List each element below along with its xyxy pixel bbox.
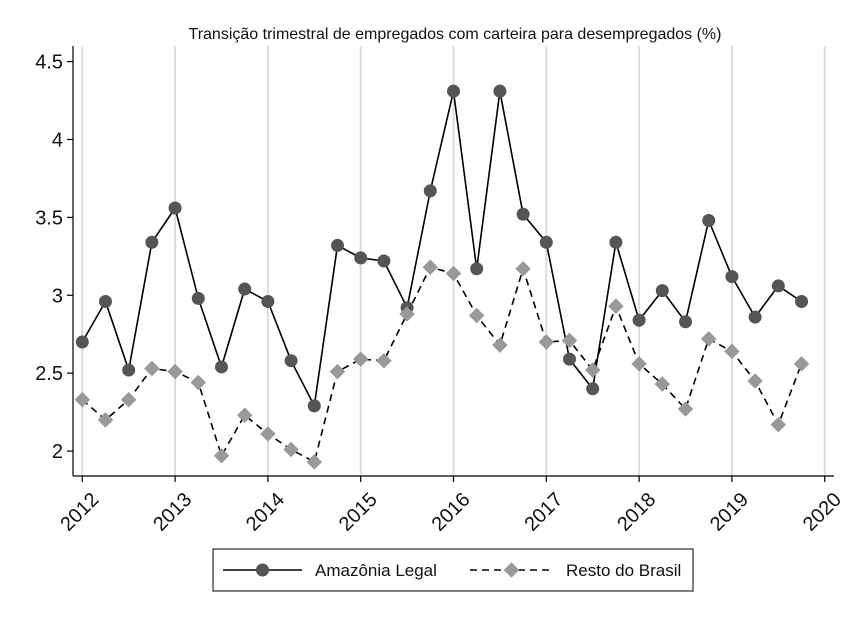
- data-point: [238, 282, 252, 296]
- series-amazonia-legal: [75, 84, 809, 413]
- data-point: [307, 399, 321, 413]
- data-point: [608, 298, 624, 315]
- series-layer: [74, 84, 810, 470]
- data-point: [422, 259, 439, 276]
- data-point: [75, 335, 89, 349]
- data-point: [145, 235, 159, 249]
- x-tick-label: 2013: [149, 489, 196, 536]
- data-point: [631, 355, 647, 372]
- data-point: [376, 352, 392, 369]
- data-point: [563, 352, 577, 366]
- x-tick-label: 2017: [520, 489, 567, 536]
- data-point: [261, 295, 275, 309]
- y-tick-label: 2.5: [35, 363, 63, 385]
- y-tick-label: 4: [52, 129, 63, 151]
- data-point: [516, 207, 530, 221]
- data-point: [538, 334, 555, 350]
- data-point: [191, 291, 205, 305]
- data-point: [702, 213, 716, 227]
- data-point: [468, 307, 485, 324]
- data-point: [329, 363, 346, 380]
- data-point: [492, 337, 508, 353]
- data-point: [167, 363, 183, 380]
- data-point: [306, 454, 323, 470]
- data-point: [771, 279, 785, 293]
- data-point: [330, 238, 344, 252]
- legend: Amazônia Legal Resto do Brasil: [212, 548, 694, 592]
- y-tick-label: 3: [52, 285, 63, 307]
- grid-layer: [81, 46, 826, 476]
- x-tick-label: 2016: [428, 489, 475, 536]
- y-tick-label: 3.5: [35, 207, 63, 229]
- legend-item: Amazônia Legal: [223, 561, 437, 580]
- data-point: [609, 235, 623, 249]
- data-point: [74, 391, 91, 408]
- legend-item: Resto do Brasil: [470, 561, 681, 580]
- data-point: [97, 412, 114, 428]
- x-tick-label: 2018: [613, 489, 660, 536]
- data-point: [352, 351, 369, 368]
- data-point: [190, 374, 207, 391]
- data-point: [120, 391, 137, 408]
- data-point: [793, 355, 810, 372]
- x-tick-label: 2012: [56, 489, 103, 536]
- data-point: [561, 332, 578, 349]
- series-line: [81, 266, 803, 463]
- data-point: [747, 373, 763, 389]
- data-point: [584, 362, 601, 378]
- data-point: [725, 270, 739, 284]
- legend-marker: [503, 562, 520, 578]
- data-point: [213, 447, 230, 464]
- data-point: [399, 306, 415, 322]
- data-point: [632, 313, 646, 327]
- data-point: [214, 360, 228, 374]
- x-tick-label: 2020: [799, 489, 846, 536]
- series-line: [81, 90, 802, 407]
- data-point: [354, 251, 368, 265]
- data-point: [724, 343, 740, 360]
- data-point: [493, 84, 507, 98]
- y-tick-label: 4.5: [35, 52, 63, 74]
- legend-label: Resto do Brasil: [566, 561, 681, 580]
- data-point: [423, 184, 437, 198]
- data-point: [539, 235, 553, 249]
- data-point: [377, 254, 391, 268]
- x-tick-label: 2014: [242, 489, 289, 536]
- data-point: [447, 84, 460, 98]
- data-point: [515, 260, 531, 277]
- data-point: [144, 360, 160, 377]
- data-point: [655, 284, 669, 298]
- x-tick-label: 2019: [706, 489, 753, 536]
- data-point: [445, 265, 462, 282]
- data-point: [770, 416, 787, 433]
- data-point: [236, 407, 253, 424]
- data-point: [679, 315, 693, 329]
- data-point: [470, 262, 484, 276]
- data-point: [260, 426, 276, 442]
- data-point: [795, 295, 809, 309]
- y-tick-label: 2: [52, 441, 63, 463]
- data-point: [654, 376, 671, 392]
- axis-layer: 2 2.5 3 3.5 4 4.5 2012 2013 2014 2015 2016 2017 2018…: [35, 46, 846, 536]
- legend-label: Amazônia Legal: [315, 561, 437, 580]
- data-point: [98, 295, 112, 309]
- x-tick-label: 2015: [335, 489, 382, 536]
- data-point: [168, 201, 182, 215]
- data-point: [284, 354, 298, 368]
- data-point: [283, 441, 299, 458]
- data-point: [700, 331, 717, 347]
- data-point: [748, 310, 762, 324]
- legend-marker: [256, 563, 269, 577]
- chart-title: Transição trimestral de empregados com c…: [189, 26, 722, 43]
- data-point: [586, 382, 600, 396]
- series-resto-do-brasil: [74, 259, 810, 470]
- data-point: [677, 401, 694, 417]
- data-point: [122, 363, 136, 377]
